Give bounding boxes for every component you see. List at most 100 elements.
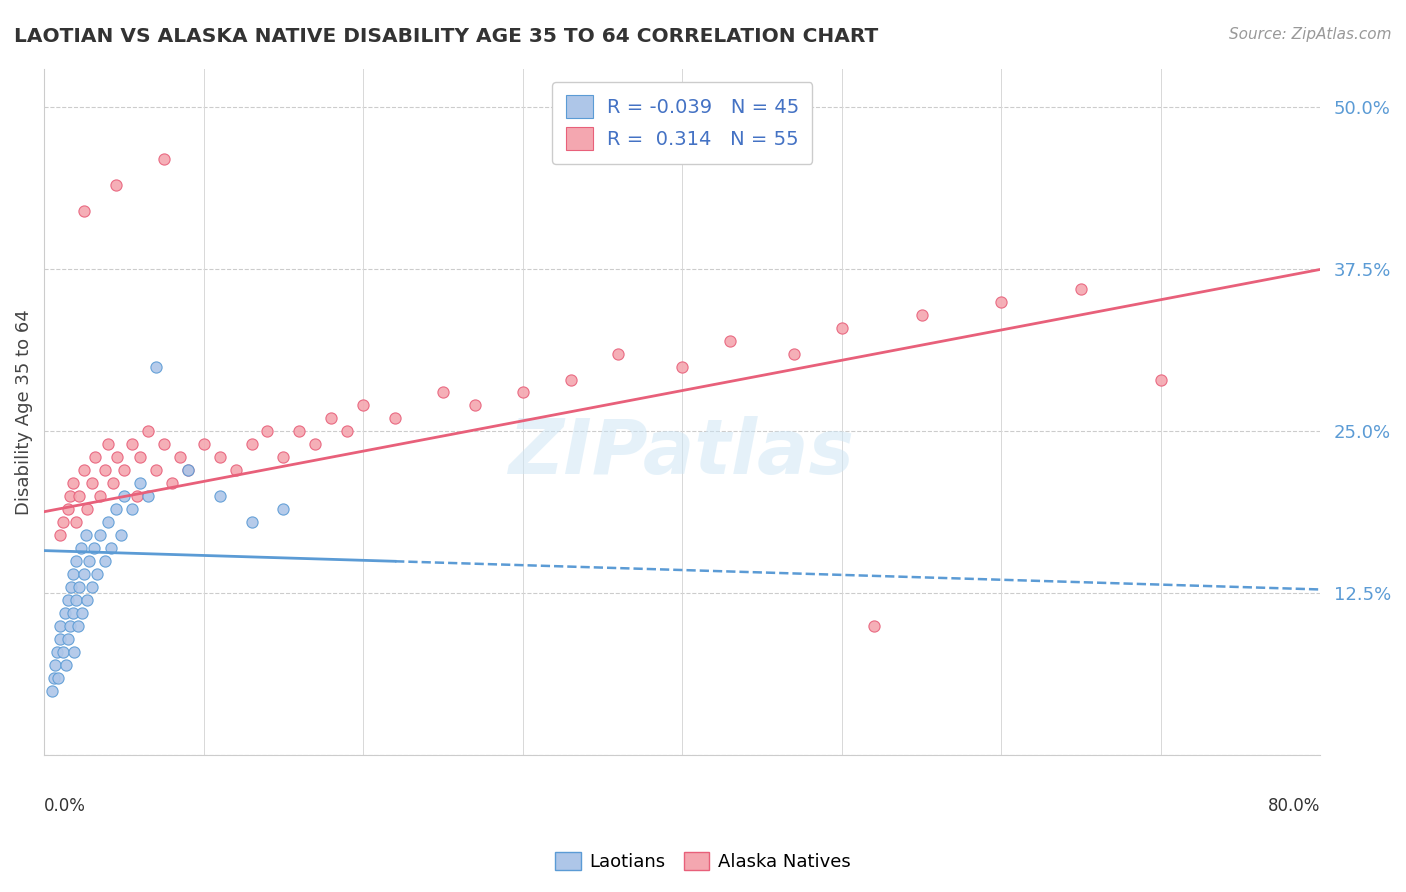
- Point: [67, 489, 90, 503]
- Point: [63, 645, 86, 659]
- Point: [136, 425, 159, 439]
- Point: [76, 592, 98, 607]
- Point: [72, 606, 94, 620]
- Point: [193, 437, 215, 451]
- Point: [56, 592, 79, 607]
- Text: ZIPatlas: ZIPatlas: [509, 417, 855, 490]
- Point: [240, 515, 263, 529]
- Point: [512, 385, 534, 400]
- Point: [176, 463, 198, 477]
- Point: [65, 554, 87, 568]
- Point: [52, 515, 75, 529]
- Point: [910, 308, 932, 322]
- Point: [44, 657, 66, 672]
- Point: [288, 425, 311, 439]
- Y-axis label: Disability Age 35 to 64: Disability Age 35 to 64: [15, 309, 32, 515]
- Point: [97, 437, 120, 451]
- Point: [783, 346, 806, 360]
- Point: [89, 528, 111, 542]
- Point: [84, 450, 107, 465]
- Text: LAOTIAN VS ALASKA NATIVE DISABILITY AGE 35 TO 64 CORRELATION CHART: LAOTIAN VS ALASKA NATIVE DISABILITY AGE …: [14, 27, 879, 45]
- Point: [73, 463, 96, 477]
- Point: [104, 502, 127, 516]
- Point: [49, 632, 72, 646]
- Point: [41, 683, 63, 698]
- Point: [97, 515, 120, 529]
- Point: [52, 645, 75, 659]
- Point: [1150, 372, 1173, 386]
- Point: [152, 437, 174, 451]
- Point: [66, 619, 89, 633]
- Point: [176, 463, 198, 477]
- Point: [336, 425, 359, 439]
- Point: [208, 489, 231, 503]
- Point: [89, 489, 111, 503]
- Point: [145, 359, 167, 374]
- Point: [55, 657, 77, 672]
- Point: [73, 566, 96, 581]
- Point: [59, 489, 82, 503]
- Point: [607, 346, 630, 360]
- Point: [76, 502, 98, 516]
- Point: [121, 437, 143, 451]
- Point: [464, 399, 486, 413]
- Point: [225, 463, 247, 477]
- Point: [100, 541, 122, 555]
- Point: [560, 372, 582, 386]
- Point: [112, 489, 135, 503]
- Point: [128, 450, 150, 465]
- Point: [990, 294, 1012, 309]
- Point: [48, 671, 70, 685]
- Point: [42, 671, 65, 685]
- Text: 80.0%: 80.0%: [1268, 797, 1320, 814]
- Point: [104, 178, 127, 193]
- Point: [60, 580, 83, 594]
- Point: [256, 425, 278, 439]
- Point: [862, 619, 884, 633]
- Point: [80, 476, 103, 491]
- Point: [86, 566, 108, 581]
- Point: [62, 476, 84, 491]
- Point: [67, 580, 90, 594]
- Point: [352, 399, 374, 413]
- Point: [125, 489, 148, 503]
- Point: [240, 437, 263, 451]
- Point: [73, 204, 96, 219]
- Point: [121, 502, 143, 516]
- Point: [160, 476, 183, 491]
- Point: [145, 463, 167, 477]
- Point: [59, 619, 82, 633]
- Point: [128, 476, 150, 491]
- Point: [65, 592, 87, 607]
- Point: [75, 528, 97, 542]
- Point: [62, 606, 84, 620]
- Point: [384, 411, 406, 425]
- Point: [83, 541, 105, 555]
- Point: [273, 450, 295, 465]
- Text: 0.0%: 0.0%: [44, 797, 86, 814]
- Point: [304, 437, 326, 451]
- Legend: R = -0.039   N = 45, R =  0.314   N = 55: R = -0.039 N = 45, R = 0.314 N = 55: [553, 82, 813, 163]
- Point: [107, 450, 129, 465]
- Point: [136, 489, 159, 503]
- Point: [62, 566, 84, 581]
- Point: [69, 541, 91, 555]
- Point: [718, 334, 741, 348]
- Point: [112, 463, 135, 477]
- Point: [93, 463, 115, 477]
- Text: Source: ZipAtlas.com: Source: ZipAtlas.com: [1229, 27, 1392, 42]
- Point: [101, 476, 124, 491]
- Point: [49, 528, 72, 542]
- Point: [671, 359, 693, 374]
- Point: [208, 450, 231, 465]
- Point: [432, 385, 454, 400]
- Point: [110, 528, 132, 542]
- Point: [152, 153, 174, 167]
- Point: [321, 411, 343, 425]
- Point: [65, 515, 87, 529]
- Point: [56, 632, 79, 646]
- Legend: Laotians, Alaska Natives: Laotians, Alaska Natives: [548, 845, 858, 879]
- Point: [169, 450, 191, 465]
- Point: [1070, 282, 1092, 296]
- Point: [45, 645, 67, 659]
